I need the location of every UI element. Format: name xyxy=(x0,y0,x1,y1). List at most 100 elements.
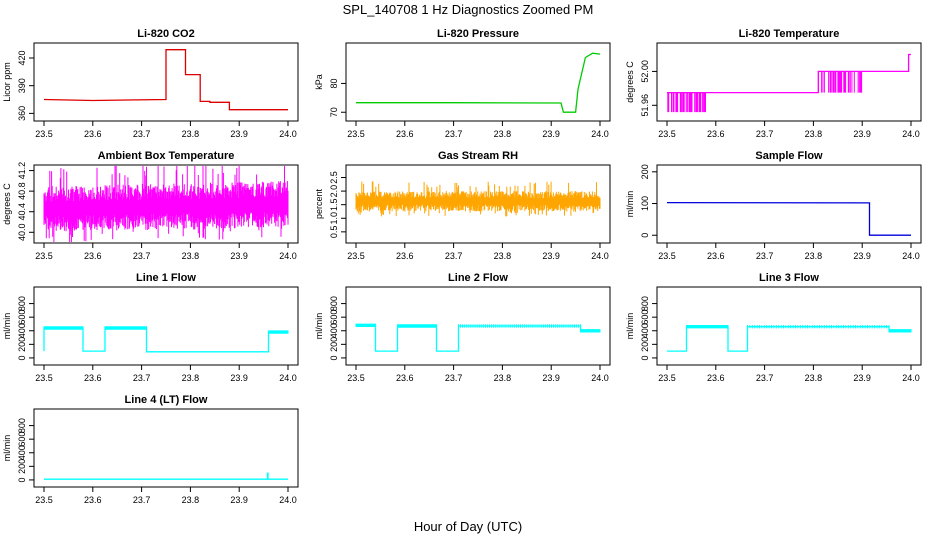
plot-frame xyxy=(345,164,611,244)
x-tick-label: 23.7 xyxy=(133,129,151,139)
x-tick-label: 23.7 xyxy=(133,495,151,505)
y-tick-label: 70 xyxy=(329,107,339,117)
plot-frame xyxy=(656,42,922,122)
x-tick-label: 23.9 xyxy=(230,373,248,383)
x-tick-label: 23.8 xyxy=(494,373,512,383)
data-layer xyxy=(667,325,912,352)
x-tick-label: 23.7 xyxy=(756,373,774,383)
panel-8: Line 3 Flow ml/min 23.5 23.6 23.7 23.8 23.9 24.… xyxy=(625,272,922,383)
panel-title: Ambient Box Temperature xyxy=(98,150,235,162)
series-line xyxy=(43,327,288,353)
y-axis-label: ml/min xyxy=(625,313,635,340)
x-tick-label: 23.7 xyxy=(445,251,463,261)
y-tick-label: 400 xyxy=(329,323,339,338)
x-tick-label: 23.7 xyxy=(445,373,463,383)
x-tick-label: 23.5 xyxy=(347,373,365,383)
y-tick-label: 2.5 xyxy=(329,171,339,184)
x-tick-label: 23.9 xyxy=(542,373,560,383)
x-tick-label: 23.5 xyxy=(658,373,676,383)
y-axis-label: percent xyxy=(314,188,324,219)
panel-7: Line 2 Flow ml/min 23.5 23.6 23.7 23.8 23.9 24.… xyxy=(314,272,611,383)
x-tick-label: 23.8 xyxy=(805,373,823,383)
x-tick-label: 23.5 xyxy=(347,129,365,139)
y-tick-label: 52.00 xyxy=(640,60,650,83)
x-tick-label: 23.6 xyxy=(396,251,414,261)
x-tick-label: 23.9 xyxy=(853,373,871,383)
x-tick-label: 23.8 xyxy=(182,129,200,139)
x-tick-label: 24.0 xyxy=(591,251,609,261)
y-tick-label: 200 xyxy=(17,459,27,474)
x-tick-label: 23.7 xyxy=(756,251,774,261)
x-tick-label: 23.7 xyxy=(445,129,463,139)
x-tick-label: 23.8 xyxy=(494,251,512,261)
x-tick-label: 23.5 xyxy=(35,373,53,383)
series-line xyxy=(667,326,911,352)
x-tick-label: 23.6 xyxy=(396,129,414,139)
y-axis-label: ml/min xyxy=(2,313,12,340)
x-tick-label: 23.9 xyxy=(542,129,560,139)
x-tick-label: 24.0 xyxy=(902,251,920,261)
series-toggle xyxy=(667,71,863,113)
x-tick-label: 24.0 xyxy=(902,373,920,383)
x-tick-label: 23.8 xyxy=(805,129,823,139)
series-line xyxy=(666,201,911,236)
y-tick-label: 0 xyxy=(17,477,27,482)
y-tick-label: 0 xyxy=(329,355,339,360)
y-tick-label: 400 xyxy=(640,323,650,338)
x-tick-label: 23.9 xyxy=(853,129,871,139)
panel-9: Line 4 (LT) Flow ml/min 23.5 23.6 23.7 23.8 23… xyxy=(2,394,299,505)
x-tick-label: 24.0 xyxy=(591,373,609,383)
y-tick-label: 200 xyxy=(640,164,650,179)
y-tick-label: 200 xyxy=(17,337,27,352)
y-tick-label: 800 xyxy=(329,296,339,311)
y-tick-label: 360 xyxy=(17,106,27,121)
figure-title: SPL_140708 1 Hz Diagnostics Zoomed PM xyxy=(342,2,594,17)
y-tick-label: 600 xyxy=(17,310,27,325)
x-tick-label: 24.0 xyxy=(279,129,297,139)
y-tick-label: 0 xyxy=(640,233,650,238)
y-tick-label: 0 xyxy=(640,355,650,360)
x-tick-label: 23.5 xyxy=(35,129,53,139)
y-axis-label: ml/min xyxy=(2,435,12,462)
x-tick-label: 23.8 xyxy=(805,251,823,261)
y-tick-label: 0 xyxy=(17,355,27,360)
x-tick-label: 23.8 xyxy=(182,251,200,261)
plot-frame xyxy=(33,164,299,244)
x-axis-common-label: Hour of Day (UTC) xyxy=(413,519,523,534)
series-line xyxy=(667,53,911,94)
y-tick-label: 1.0 xyxy=(329,212,339,225)
panel-6: Line 1 Flow ml/min 23.5 23.6 23.7 23.8 23.9 24.… xyxy=(2,272,299,383)
panel-4: Gas Stream RH percent 23.5 23.6 23.7 23.8 23.9… xyxy=(314,150,611,261)
panel-5: Sample Flow ml/min 23.5 23.6 23.7 23.8 23.9 24.… xyxy=(625,150,922,261)
y-tick-label: 100 xyxy=(640,196,650,211)
x-tick-label: 23.5 xyxy=(658,251,676,261)
panel-0: Li-820 CO2 Licor ppm 23.5 23.6 23.7 23.8 23.9 2… xyxy=(2,28,299,139)
data-layer xyxy=(355,181,601,217)
plot-frame xyxy=(345,42,611,122)
series-noise xyxy=(43,326,289,334)
y-axis-label: degrees C xyxy=(2,183,12,225)
y-tick-label: 40.8 xyxy=(17,182,27,200)
plot-frame xyxy=(656,286,922,366)
y-axis-label: ml/min xyxy=(625,191,635,218)
x-tick-label: 23.9 xyxy=(542,251,560,261)
series-noise xyxy=(686,325,912,333)
x-tick-label: 23.9 xyxy=(230,129,248,139)
data-layer xyxy=(44,472,288,480)
data-layer xyxy=(667,53,911,113)
y-tick-label: 2.0 xyxy=(329,185,339,198)
y-tick-label: 800 xyxy=(640,296,650,311)
data-layer xyxy=(43,326,289,353)
y-tick-label: 80 xyxy=(329,78,339,88)
x-tick-label: 23.5 xyxy=(35,495,53,505)
plot-frame xyxy=(345,286,611,366)
x-tick-label: 23.7 xyxy=(133,251,151,261)
y-tick-label: 800 xyxy=(17,296,27,311)
y-tick-label: 400 xyxy=(17,445,27,460)
x-tick-label: 23.5 xyxy=(347,251,365,261)
y-tick-label: 600 xyxy=(329,310,339,325)
y-axis-label: kPa xyxy=(314,74,324,90)
y-tick-label: 390 xyxy=(17,78,27,93)
panel-title: Sample Flow xyxy=(755,150,823,162)
series-noise xyxy=(355,323,601,333)
